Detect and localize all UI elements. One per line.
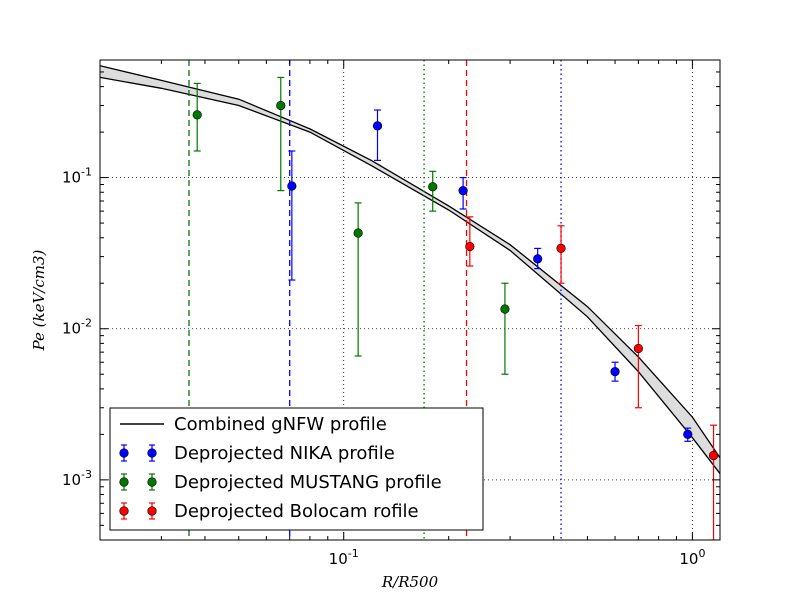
y-tick-exponent: -1 <box>81 166 92 179</box>
y-tick-mantissa: 10 <box>62 471 81 489</box>
data-point <box>500 304 510 314</box>
data-point <box>465 241 475 252</box>
legend-label: Deprojected MUSTANG profile <box>174 472 442 493</box>
legend-box <box>109 407 484 531</box>
model-upper-line <box>100 65 720 459</box>
y-tick-mantissa: 10 <box>62 320 81 338</box>
x-tick-mantissa: 10 <box>679 550 698 568</box>
data-point <box>287 181 297 191</box>
data-point <box>633 343 643 354</box>
legend-label: Deprojected Bolocam rofile <box>174 501 419 522</box>
legend-swatch-point <box>147 477 157 487</box>
y-axis-label: Pe (keV/cm3) <box>30 249 48 351</box>
y-tick-exponent: -2 <box>81 317 92 330</box>
data-point <box>610 367 620 377</box>
legend-swatch-point <box>147 448 157 458</box>
data-point <box>353 228 363 238</box>
x-tick-exponent: -1 <box>348 547 359 560</box>
x-tick-exponent: 0 <box>698 547 705 560</box>
data-point <box>192 110 202 120</box>
data-point <box>276 100 286 111</box>
y-tick-mantissa: 10 <box>62 169 81 187</box>
data-point <box>533 254 543 264</box>
x-tick-mantissa: 10 <box>329 550 348 568</box>
y-tick-exponent: -3 <box>81 468 92 481</box>
data-point <box>556 243 566 254</box>
legend-swatch-point <box>147 506 157 516</box>
data-point <box>372 121 383 131</box>
legend-swatch-point <box>119 477 129 487</box>
x-tick-label: 100 <box>679 547 705 568</box>
data-point <box>458 186 468 196</box>
y-tick-label: 10-3 <box>62 468 92 489</box>
data-point <box>683 429 693 439</box>
model-lower-line <box>100 76 720 474</box>
y-tick-label: 10-1 <box>62 166 92 187</box>
legend-swatch-point <box>119 448 129 458</box>
x-tick-label: 10-1 <box>329 547 359 568</box>
legend-swatch-point <box>119 506 129 516</box>
legend-label: Combined gNFW profile <box>174 414 387 435</box>
x-axis-label: R/R500 <box>381 573 439 591</box>
legend-label: Deprojected NIKA profile <box>174 443 395 464</box>
y-tick-label: 10-2 <box>62 317 92 338</box>
data-point <box>428 182 438 192</box>
data-point <box>708 450 719 461</box>
axes-frame <box>99 59 721 541</box>
